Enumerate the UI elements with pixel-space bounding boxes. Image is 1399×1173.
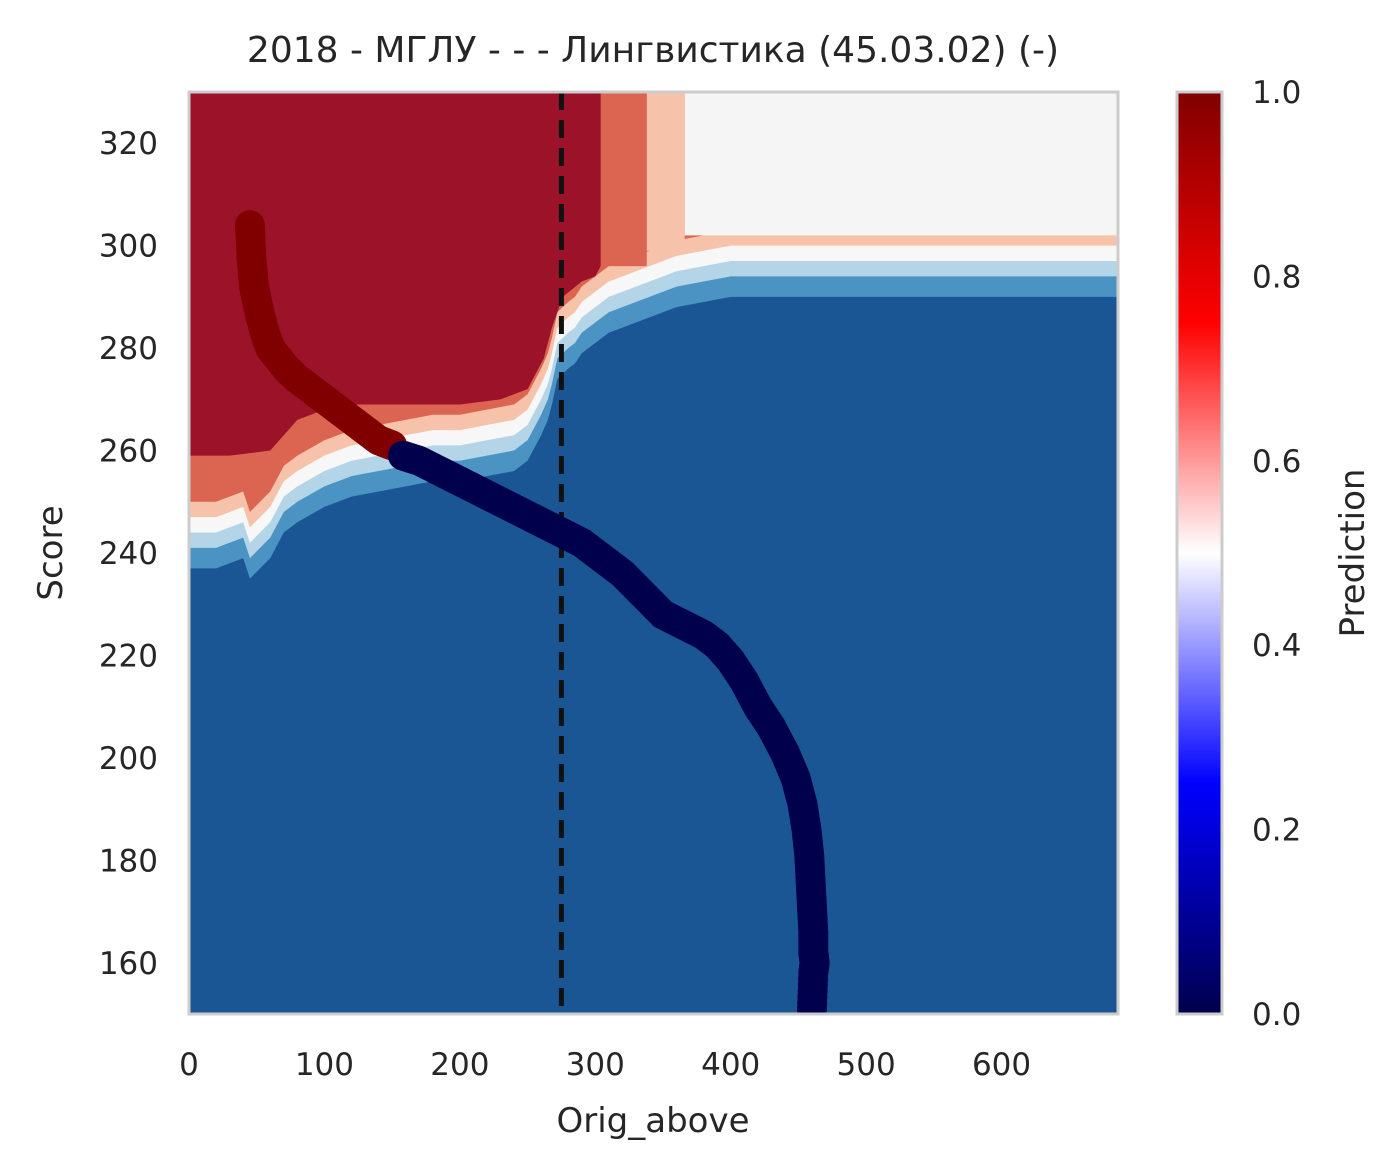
data-point bbox=[796, 993, 827, 1014]
colorbar-tick-label: 0.6 bbox=[1252, 444, 1301, 480]
x-tick-label: 500 bbox=[837, 1047, 896, 1083]
colorbar-gradient bbox=[1175, 90, 1224, 1016]
y-tick-label: 180 bbox=[99, 843, 158, 879]
score-points bbox=[234, 210, 830, 1014]
plot-frame bbox=[187, 90, 1120, 1016]
y-tick-label: 280 bbox=[99, 331, 158, 367]
y-tick-label: 320 bbox=[99, 126, 158, 162]
plot-area bbox=[189, 92, 1118, 1014]
band-empty bbox=[684, 92, 1118, 236]
colorbar-tick-label: 1.0 bbox=[1252, 75, 1301, 111]
x-tick-label: 0 bbox=[179, 1047, 199, 1083]
y-tick-label: 160 bbox=[99, 946, 158, 982]
y-tick-label: 240 bbox=[99, 536, 158, 572]
y-tick-label: 200 bbox=[99, 741, 158, 777]
colorbar-ticks: 0.0 0.2 0.4 0.6 0.8 1.0 bbox=[1252, 75, 1301, 1033]
y-tick-label: 300 bbox=[99, 229, 158, 265]
colorbar-tick-label: 0.2 bbox=[1252, 813, 1301, 849]
band-edge-light bbox=[646, 92, 685, 251]
x-tick-label: 600 bbox=[972, 1047, 1031, 1083]
band-edge-mid bbox=[600, 92, 647, 267]
colorbar-tick-label: 0.8 bbox=[1252, 259, 1301, 295]
x-tick-label: 100 bbox=[295, 1047, 354, 1083]
colorbar-tick-label: 0.4 bbox=[1252, 628, 1301, 664]
y-axis-ticks: 160 180 200 220 240 260 280 300 320 bbox=[99, 126, 158, 982]
x-axis-label: Orig_above bbox=[556, 1101, 749, 1141]
x-tick-label: 200 bbox=[430, 1047, 489, 1083]
x-tick-label: 400 bbox=[701, 1047, 760, 1083]
colorbar-label: Prediction bbox=[1333, 469, 1373, 638]
prediction-contours bbox=[189, 92, 1118, 1014]
x-axis-ticks: 0 100 200 300 400 500 600 bbox=[179, 1047, 1031, 1083]
y-tick-label: 220 bbox=[99, 638, 158, 674]
x-tick-label: 300 bbox=[566, 1047, 625, 1083]
y-axis-label: Score bbox=[31, 505, 71, 600]
y-tick-label: 260 bbox=[99, 434, 158, 470]
colorbar-tick-label: 0.0 bbox=[1252, 997, 1301, 1033]
colorbar: 0.0 0.2 0.4 0.6 0.8 1.0 Prediction bbox=[1175, 75, 1373, 1033]
chart-title: 2018 - МГЛУ - - - Лингвистика (45.03.02)… bbox=[247, 30, 1059, 71]
